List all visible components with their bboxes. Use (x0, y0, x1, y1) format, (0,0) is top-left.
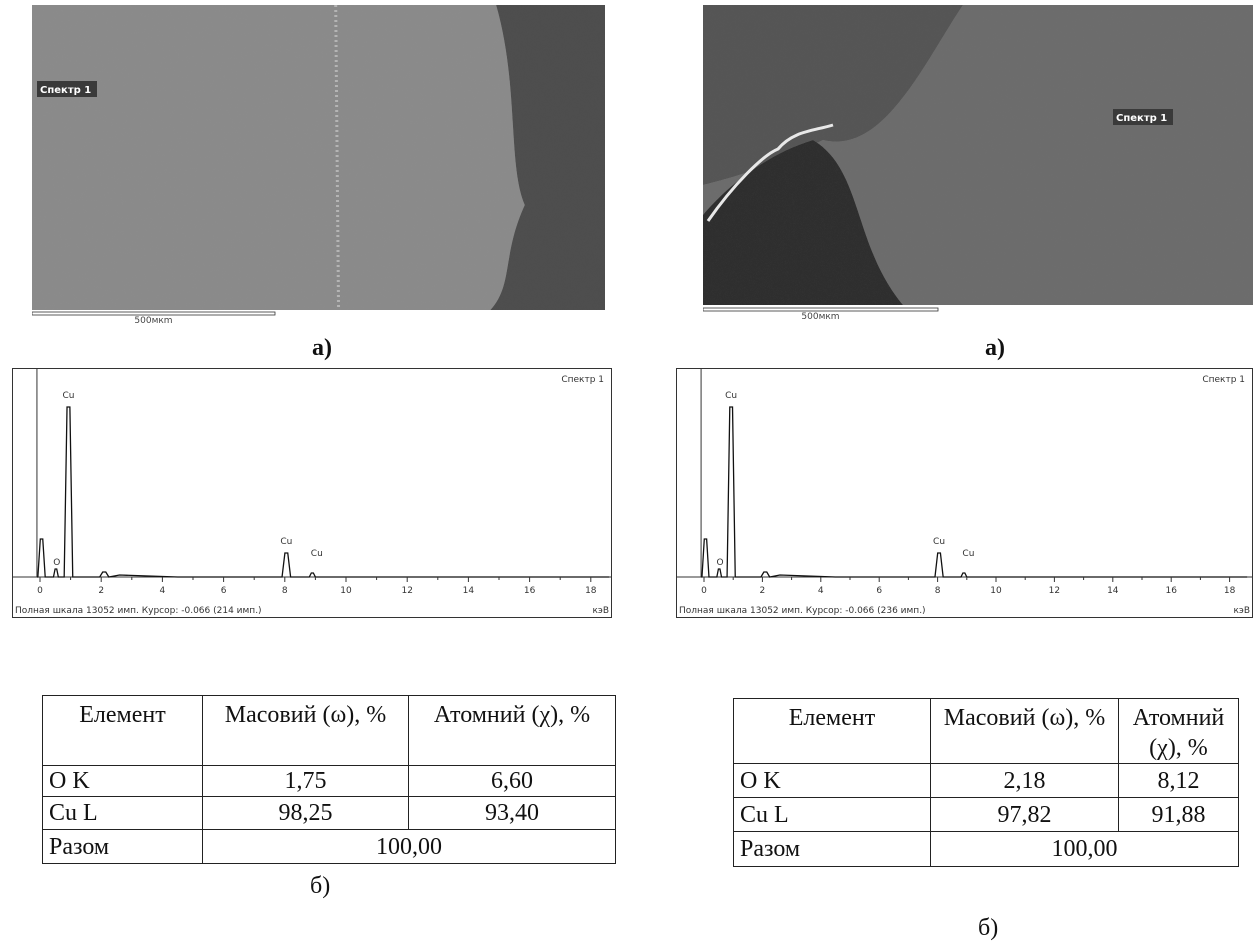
x-tick-label: 4 (160, 586, 166, 596)
x-tick-label: 0 (701, 586, 707, 596)
peak-label: Cu (280, 537, 292, 547)
image-caption: а) (985, 335, 1005, 362)
spectrum-title: Спектр 1 (1202, 375, 1245, 385)
x-tick-label: 6 (876, 586, 882, 596)
peak-label: O (717, 558, 724, 568)
spectrum-marker: Спектр 1 (37, 81, 97, 97)
value-cell: 6,60 (409, 766, 616, 797)
value-cell: 2,18 (931, 764, 1119, 798)
marker-label: Спектр 1 (40, 85, 91, 96)
sem-image: Спектр 1 500мкm (703, 5, 1253, 327)
spectrum: Спектр 1 Cu O Cu Cu 0 2 4 6 8 10 12 14 16 18 Полная шка… (12, 368, 612, 618)
value-cell: 1,75 (203, 766, 409, 797)
x-tick-label: 16 (1165, 586, 1177, 596)
x-tick-label: 16 (524, 586, 536, 596)
x-tick-label: 10 (990, 586, 1002, 596)
x-tick-label: 14 (1107, 586, 1119, 596)
peak-label: Cu (933, 537, 945, 547)
x-tick-label: 2 (760, 586, 766, 596)
row-label: O K (734, 764, 931, 798)
value-cell: 100,00 (931, 832, 1239, 867)
x-tick-label: 12 (1049, 586, 1060, 596)
x-tick-label: 8 (282, 586, 288, 596)
value-cell: 98,25 (203, 797, 409, 830)
x-tick-label: 0 (37, 586, 43, 596)
peak-label: Cu (62, 391, 74, 401)
peak-label: Cu (311, 549, 323, 559)
spectrum-footer: Полная шкала 13052 имп. Курсор: -0.066 (… (15, 606, 262, 616)
row-label: O K (43, 766, 203, 797)
x-tick-label: 14 (463, 586, 475, 596)
scale-bar (32, 312, 275, 315)
header-cell: Елемент (43, 696, 203, 766)
spectrum-footer: Полная шкала 13052 имп. Курсор: -0.066 (… (679, 606, 926, 616)
x-tick-label: 4 (818, 586, 824, 596)
x-tick-label: 6 (221, 586, 227, 596)
table-caption: б) (310, 873, 330, 900)
sem-image: Спектр 1 500мкm (32, 5, 605, 332)
row-label: Разом (43, 830, 203, 864)
header-cell: Елемент (734, 699, 931, 764)
scale-bar (703, 308, 938, 311)
spectrum-frame (677, 369, 1253, 618)
spectrum: Спектр 1 Cu O Cu Cu 0 2 4 6 8 10 12 14 16 18 Полная шка… (676, 368, 1253, 618)
image-caption: а) (312, 335, 332, 362)
row-label: Cu L (734, 798, 931, 832)
header-cell: Масовий (ω), % (931, 699, 1119, 764)
x-tick-label: 18 (585, 586, 597, 596)
value-cell: 91,88 (1119, 798, 1239, 832)
header-cell: Атомний (χ), % (1119, 699, 1239, 764)
x-tick-label: 12 (401, 586, 412, 596)
peak-label: Cu (962, 549, 974, 559)
x-tick-label: 8 (935, 586, 941, 596)
spectrum-marker: Спектр 1 (1113, 109, 1173, 125)
x-tick-label: 10 (340, 586, 352, 596)
x-tick-label: 2 (98, 586, 104, 596)
marker-label: Спектр 1 (1116, 113, 1167, 124)
spectrum-unit: кэВ (1233, 606, 1250, 616)
scale-label: 500мкm (134, 316, 172, 326)
value-cell: 93,40 (409, 797, 616, 830)
header-cell: Масовий (ω), % (203, 696, 409, 766)
value-cell: 97,82 (931, 798, 1119, 832)
value-cell: 100,00 (203, 830, 616, 864)
peak-label: O (53, 558, 60, 568)
peak-label: Cu (725, 391, 737, 401)
header-cell: Атомний (χ), % (409, 696, 616, 766)
x-tick-label: 18 (1224, 586, 1236, 596)
value-cell: 8,12 (1119, 764, 1239, 798)
page: {"panels": [ {"image": {"label": "Спектр… (0, 0, 1253, 948)
spectrum-unit: кэВ (592, 606, 609, 616)
spectrum-frame (13, 369, 612, 618)
spectrum-title: Спектр 1 (561, 375, 604, 385)
row-label: Cu L (43, 797, 203, 830)
scale-label: 500мкm (801, 312, 839, 322)
table-caption: б) (978, 915, 998, 942)
row-label: Разом (734, 832, 931, 867)
